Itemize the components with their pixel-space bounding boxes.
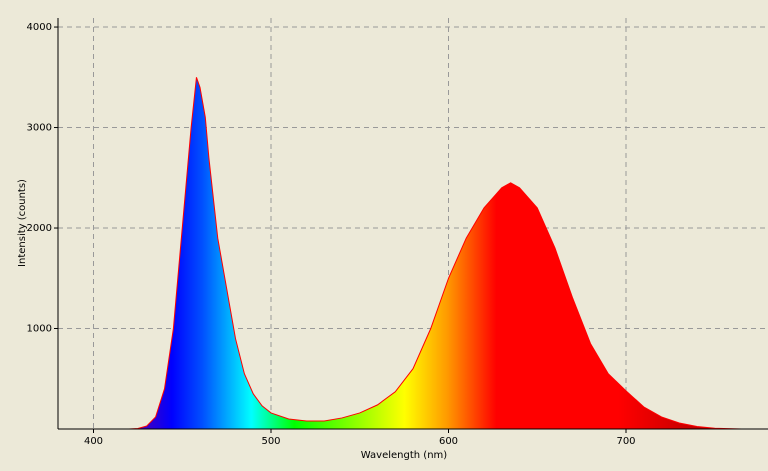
spectrum-area	[129, 77, 742, 429]
y-axis-label: Intensity (counts)	[17, 179, 28, 267]
y-tick-label: 4000	[27, 22, 52, 33]
y-tick-label: 1000	[27, 324, 52, 335]
x-axis-label: Wavelength (nm)	[361, 450, 447, 461]
x-tick-label: 500	[261, 436, 280, 447]
y-tick-label: 3000	[27, 123, 52, 134]
spectrum-line	[128, 77, 742, 430]
x-tick-label: 600	[439, 436, 458, 447]
y-tick-label: 2000	[27, 223, 52, 234]
x-tick-label: 700	[616, 436, 635, 447]
x-tick-label: 400	[84, 436, 103, 447]
